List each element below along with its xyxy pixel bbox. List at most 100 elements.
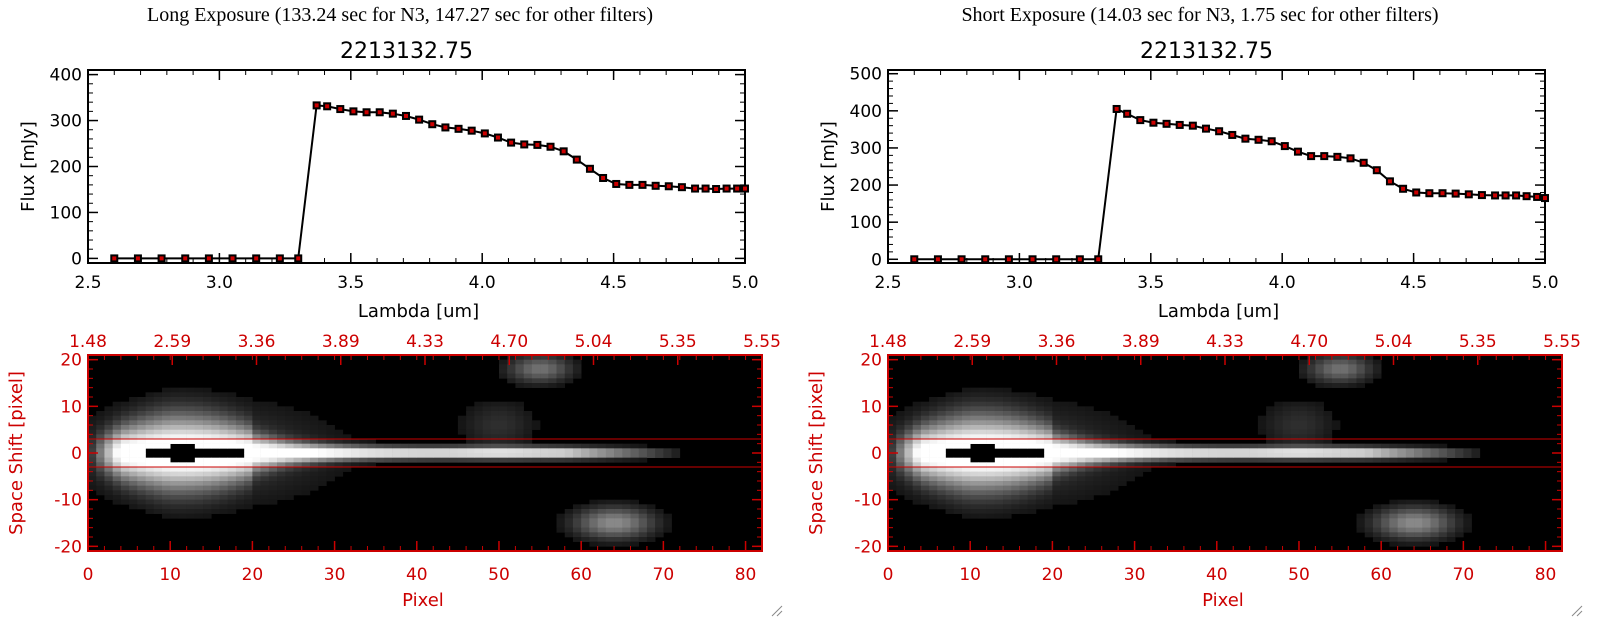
heatmap-cell — [1011, 471, 1020, 477]
heatmap-cell — [622, 537, 631, 542]
heatmap-cell — [252, 467, 261, 472]
heatmap-cell — [1052, 401, 1061, 407]
heatmap-cell — [1077, 462, 1086, 468]
heatmap-cell — [1455, 532, 1464, 538]
heatmap-cell — [920, 406, 930, 412]
heatmap-cell — [96, 425, 105, 430]
heatmap-cell — [888, 481, 897, 486]
heatmap-cell — [994, 513, 1004, 519]
heatmap-cell — [1315, 457, 1324, 463]
heatmap-cell — [498, 373, 508, 379]
heatmap-cell — [614, 537, 623, 542]
heatmap-cell — [219, 509, 229, 514]
heatmap-cell — [1003, 434, 1012, 440]
heatmap-cell — [1323, 415, 1333, 421]
heatmap-cell — [104, 429, 113, 435]
heatmap-cell — [597, 527, 607, 533]
heatmap-cell — [318, 448, 327, 454]
heatmap-cell — [1167, 443, 1176, 449]
heatmap-cell — [112, 462, 122, 468]
heatmap-cell — [1216, 443, 1226, 449]
heatmap-cell — [1101, 420, 1111, 426]
heatmap-cell — [400, 453, 409, 458]
pixel-tick-label: 20 — [242, 565, 264, 585]
heatmap-cell — [1340, 369, 1349, 374]
flux-data-point-core — [1414, 190, 1419, 195]
heatmap-cell — [120, 490, 130, 496]
heatmap-cell — [153, 485, 163, 491]
heatmap-cell — [1060, 411, 1070, 416]
heatmap-cell — [1167, 457, 1176, 463]
heatmap-cell — [88, 425, 97, 430]
heatmap-cell — [1389, 513, 1398, 519]
flux-data-point-core — [1401, 186, 1406, 191]
heatmap-cell — [1019, 425, 1029, 430]
heatmap-cell — [1438, 527, 1448, 533]
heatmap-cell — [457, 415, 467, 421]
heatmap-cell — [1134, 443, 1144, 449]
heatmap-cell — [227, 499, 237, 505]
heatmap-cell — [1372, 518, 1382, 524]
heatmap-cell — [920, 485, 930, 491]
heatmap-cell — [1011, 504, 1020, 510]
heatmap-cell — [920, 453, 930, 458]
heatmap-cell — [1348, 369, 1357, 374]
heatmap-cell — [1019, 462, 1029, 468]
heatmap-cell — [1274, 443, 1283, 449]
heatmap-cell — [548, 364, 557, 370]
heatmap-cell — [540, 378, 549, 384]
heatmap-cell — [1060, 495, 1070, 500]
heatmap-cell — [515, 406, 524, 412]
heatmap-cell — [646, 513, 656, 519]
heatmap-cell — [548, 355, 557, 360]
heatmap-cell — [1397, 499, 1407, 505]
heatmap-cell — [129, 453, 138, 458]
heatmap-cell — [1068, 406, 1078, 412]
heatmap-cell — [178, 429, 187, 435]
heatmap-cell — [961, 513, 971, 519]
heatmap-cell — [1405, 541, 1415, 547]
heatmap-cell — [1118, 429, 1127, 435]
heatmap-cell — [161, 495, 171, 500]
heatmap-cell — [1282, 420, 1292, 426]
heatmap-cell — [1405, 499, 1415, 505]
heatmap-cell — [572, 532, 582, 538]
heatmap-cell — [1003, 397, 1012, 402]
heatmap-cell — [1060, 439, 1070, 444]
heatmap-cell — [170, 415, 179, 421]
flux-data-point-core — [1493, 193, 1498, 198]
heatmap-cell — [252, 434, 261, 440]
heatmap-cell — [1118, 453, 1127, 458]
heatmap-cell — [351, 448, 360, 454]
heatmap-cell — [1414, 523, 1423, 528]
heatmap-cell — [961, 457, 971, 463]
heatmap-cell — [572, 373, 582, 379]
heatmap-cell — [153, 415, 163, 421]
heatmap-cell — [211, 476, 220, 482]
heatmap-cell — [1044, 411, 1053, 416]
heatmap-cell — [309, 457, 319, 463]
heatmap-cell — [961, 499, 971, 505]
heatmap-cell — [1077, 467, 1086, 472]
heatmap-cell — [1101, 481, 1111, 486]
heatmap-cell — [1307, 359, 1316, 365]
heatmap-cell — [1274, 439, 1283, 444]
heatmap-cell — [1068, 401, 1078, 407]
heatmap-cell — [244, 415, 253, 421]
heatmap-cell — [178, 406, 187, 412]
heatmap-cell — [433, 443, 442, 449]
heatmap-cell — [285, 425, 294, 430]
heatmap-cell — [1060, 471, 1070, 477]
heatmap-cell — [1414, 527, 1423, 533]
heatmap-cell — [1356, 373, 1366, 379]
heatmap-cell — [507, 378, 516, 384]
heatmap-cell — [244, 495, 253, 500]
heatmap-cell — [945, 471, 955, 477]
heatmap-cell — [318, 462, 327, 468]
heatmap-cell — [490, 448, 500, 454]
heatmap-cell — [945, 443, 955, 449]
flux-data-point-core — [1164, 121, 1169, 126]
heatmap-cell — [383, 448, 393, 454]
heatmap-cell — [929, 499, 938, 505]
heatmap-cell — [367, 462, 376, 468]
